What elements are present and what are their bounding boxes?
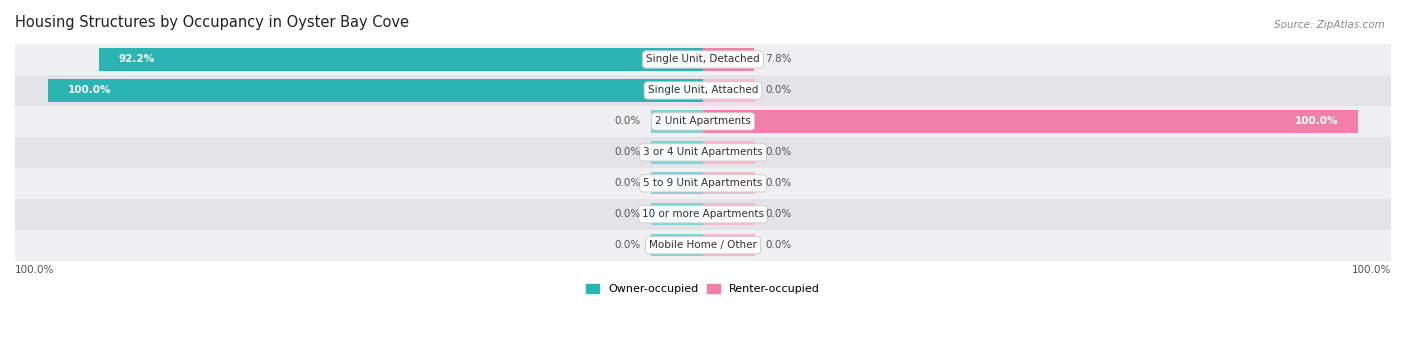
Text: Single Unit, Detached: Single Unit, Detached: [647, 55, 759, 64]
Bar: [703, 141, 755, 163]
Text: 0.0%: 0.0%: [614, 240, 641, 250]
Bar: [651, 172, 703, 194]
Text: Housing Structures by Occupancy in Oyster Bay Cove: Housing Structures by Occupancy in Oyste…: [15, 15, 409, 30]
Text: 0.0%: 0.0%: [614, 178, 641, 188]
Text: 0.0%: 0.0%: [614, 116, 641, 127]
Text: Source: ZipAtlas.com: Source: ZipAtlas.com: [1274, 20, 1385, 30]
Text: 2 Unit Apartments: 2 Unit Apartments: [655, 116, 751, 127]
Bar: [15, 44, 1391, 75]
Text: 0.0%: 0.0%: [765, 178, 792, 188]
Bar: [703, 110, 1358, 133]
Text: 5 to 9 Unit Apartments: 5 to 9 Unit Apartments: [644, 178, 762, 188]
Bar: [703, 79, 755, 102]
Bar: [651, 141, 703, 163]
Bar: [48, 79, 703, 102]
Bar: [651, 203, 703, 225]
Text: Single Unit, Attached: Single Unit, Attached: [648, 86, 758, 95]
Bar: [651, 234, 703, 256]
Text: Mobile Home / Other: Mobile Home / Other: [650, 240, 756, 250]
Bar: [651, 110, 703, 133]
Text: 100.0%: 100.0%: [1351, 265, 1391, 276]
Text: 0.0%: 0.0%: [765, 209, 792, 219]
Text: 0.0%: 0.0%: [765, 86, 792, 95]
Bar: [15, 168, 1391, 199]
Bar: [703, 48, 754, 71]
Bar: [15, 75, 1391, 106]
Text: 0.0%: 0.0%: [765, 240, 792, 250]
Text: 100.0%: 100.0%: [67, 86, 111, 95]
Bar: [98, 48, 703, 71]
Bar: [15, 137, 1391, 168]
Text: 100.0%: 100.0%: [1295, 116, 1339, 127]
Text: 100.0%: 100.0%: [15, 265, 55, 276]
Bar: [15, 230, 1391, 261]
Bar: [703, 172, 755, 194]
Text: 0.0%: 0.0%: [614, 209, 641, 219]
Text: 0.0%: 0.0%: [614, 147, 641, 157]
Text: 7.8%: 7.8%: [765, 55, 792, 64]
Text: 0.0%: 0.0%: [765, 147, 792, 157]
Bar: [703, 234, 755, 256]
Text: 10 or more Apartments: 10 or more Apartments: [643, 209, 763, 219]
Legend: Owner-occupied, Renter-occupied: Owner-occupied, Renter-occupied: [581, 279, 825, 298]
Bar: [15, 199, 1391, 230]
Bar: [15, 106, 1391, 137]
Text: 92.2%: 92.2%: [118, 55, 155, 64]
Text: 3 or 4 Unit Apartments: 3 or 4 Unit Apartments: [643, 147, 763, 157]
Bar: [703, 203, 755, 225]
